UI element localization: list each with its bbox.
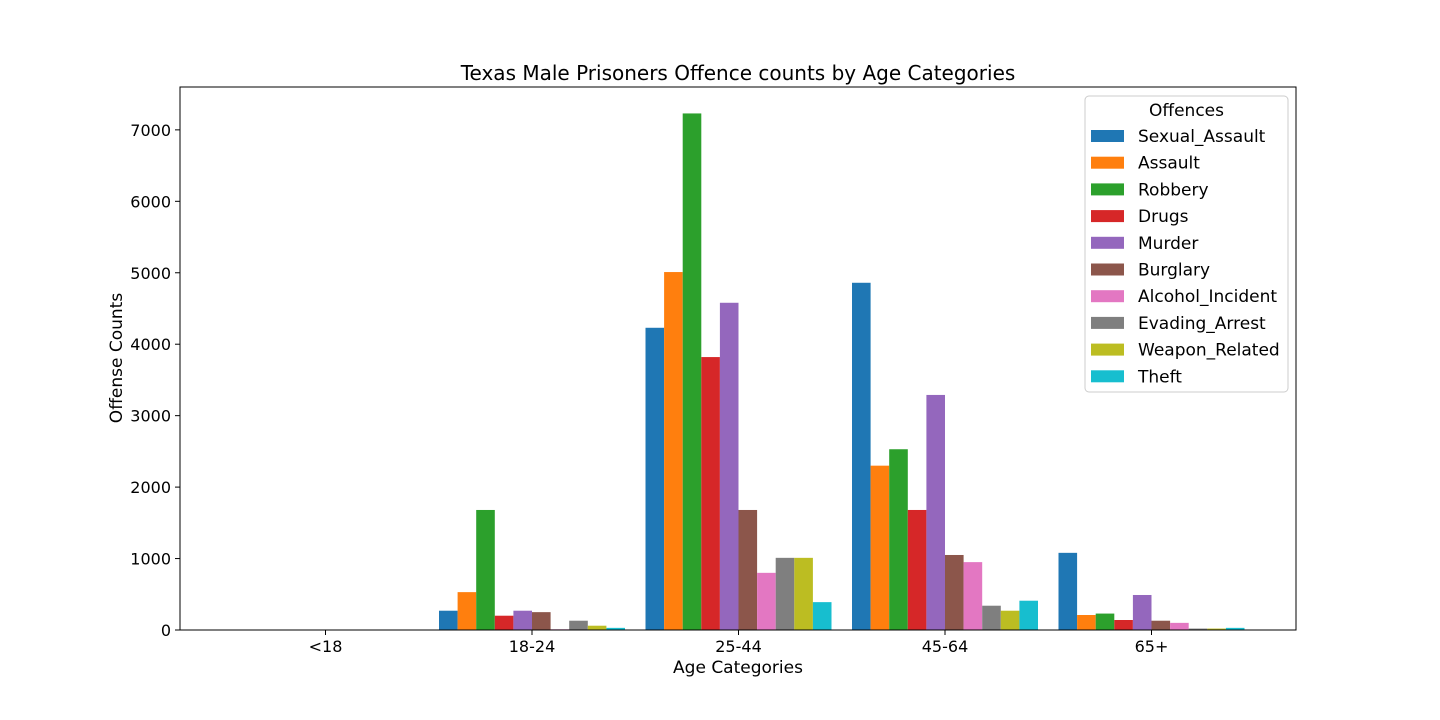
bar-drugs-4 xyxy=(1114,620,1133,630)
bar-robbery-4 xyxy=(1095,613,1115,630)
x-axis-label: Age Categories xyxy=(673,658,803,678)
x-tick-label: 25-44 xyxy=(715,637,762,656)
bar-alcohol-incident-3 xyxy=(963,562,983,631)
bar-robbery-2 xyxy=(682,113,702,630)
bar-weapon-related-2 xyxy=(794,557,813,630)
bar-murder-2 xyxy=(719,302,739,630)
legend-swatch xyxy=(1091,370,1124,383)
bar-burglary-1 xyxy=(532,612,551,630)
bar-sexual-assault-2 xyxy=(645,327,665,630)
legend-label: Alcohol_Incident xyxy=(1138,287,1277,307)
bar-theft-4 xyxy=(1225,627,1245,630)
bar-alcohol-incident-2 xyxy=(757,572,776,630)
x-tick-label: 18-24 xyxy=(509,637,556,656)
legend-title: Offences xyxy=(1149,101,1224,121)
bar-evading-arrest-4 xyxy=(1188,628,1208,630)
legend-swatch xyxy=(1091,156,1124,169)
bar-evading-arrest-2 xyxy=(775,557,795,630)
bar-drugs-2 xyxy=(701,357,720,630)
bar-theft-2 xyxy=(812,602,832,630)
bar-evading-arrest-1 xyxy=(569,620,588,630)
y-tick-label: 4000 xyxy=(130,335,171,354)
bar-assault-3 xyxy=(870,465,890,630)
legend-swatch xyxy=(1091,236,1124,249)
x-tick-label: 65+ xyxy=(1135,637,1169,656)
legend-label: Theft xyxy=(1137,367,1182,387)
bar-sexual-assault-3 xyxy=(852,282,871,630)
bar-theft-3 xyxy=(1019,600,1038,630)
bar-sexual-assault-1 xyxy=(439,610,458,630)
legend-label: Evading_Arrest xyxy=(1138,314,1266,334)
y-axis: 0 1000 2000 3000 4000 5000 6000 7000 xyxy=(130,121,180,640)
bar-murder-4 xyxy=(1132,594,1152,630)
legend-label: Assault xyxy=(1138,154,1200,174)
y-tick-label: 1000 xyxy=(130,550,171,569)
bar-robbery-1 xyxy=(476,509,495,630)
legend-swatch xyxy=(1091,343,1124,356)
bar-burglary-4 xyxy=(1151,620,1171,630)
legend-box xyxy=(1084,95,1289,393)
legend-label: Sexual_Assault xyxy=(1138,127,1266,147)
bar-weapon-related-3 xyxy=(1000,610,1020,630)
bar-burglary-3 xyxy=(945,554,964,630)
x-tick-label: <18 xyxy=(309,637,343,656)
bar-drugs-3 xyxy=(907,509,927,630)
y-tick-label: 7000 xyxy=(130,121,171,140)
x-axis: <18 18-24 25-44 45-64 65+ xyxy=(309,630,1169,656)
bar-assault-1 xyxy=(457,592,477,630)
y-tick-label: 3000 xyxy=(130,407,171,426)
bar-weapon-related-1 xyxy=(587,625,607,630)
bar-sexual-assault-4 xyxy=(1058,552,1078,630)
legend-swatch xyxy=(1091,263,1124,276)
legend-swatch xyxy=(1091,210,1124,223)
y-tick-label: 6000 xyxy=(130,192,171,211)
bar-robbery-3 xyxy=(889,449,908,630)
bar-evading-arrest-3 xyxy=(982,605,1001,630)
bar-weapon-related-4 xyxy=(1207,628,1226,630)
legend-label: Burglary xyxy=(1138,261,1210,281)
bar-theft-1 xyxy=(606,627,625,630)
legend-swatch xyxy=(1091,183,1124,196)
legend-swatch xyxy=(1091,316,1124,329)
bar-burglary-2 xyxy=(738,509,758,630)
y-tick-label: 2000 xyxy=(130,478,171,497)
legend-label: Drugs xyxy=(1138,207,1189,227)
bars-group xyxy=(439,113,1245,631)
legend-label: Weapon_Related xyxy=(1138,341,1280,361)
bar-alcohol-incident-4 xyxy=(1170,622,1189,630)
x-tick-label: 45-64 xyxy=(922,637,969,656)
legend: Offences Sexual_Assault Assault Robbery Drug… xyxy=(1084,95,1289,393)
chart-title: Texas Male Prisoners Offence counts by A… xyxy=(460,61,1016,85)
bar-murder-3 xyxy=(926,394,945,630)
legend-swatch xyxy=(1091,130,1124,142)
bar-assault-2 xyxy=(664,272,683,630)
legend-label: Murder xyxy=(1138,234,1198,254)
legend-swatch xyxy=(1091,290,1124,303)
bar-drugs-1 xyxy=(494,615,514,630)
legend-label: Robbery xyxy=(1138,180,1209,200)
bar-murder-1 xyxy=(513,610,532,630)
y-tick-label: 5000 xyxy=(130,264,171,283)
y-tick-label: 0 xyxy=(161,621,171,640)
y-axis-label: Offense Counts xyxy=(107,293,127,424)
bar-assault-4 xyxy=(1077,615,1096,630)
